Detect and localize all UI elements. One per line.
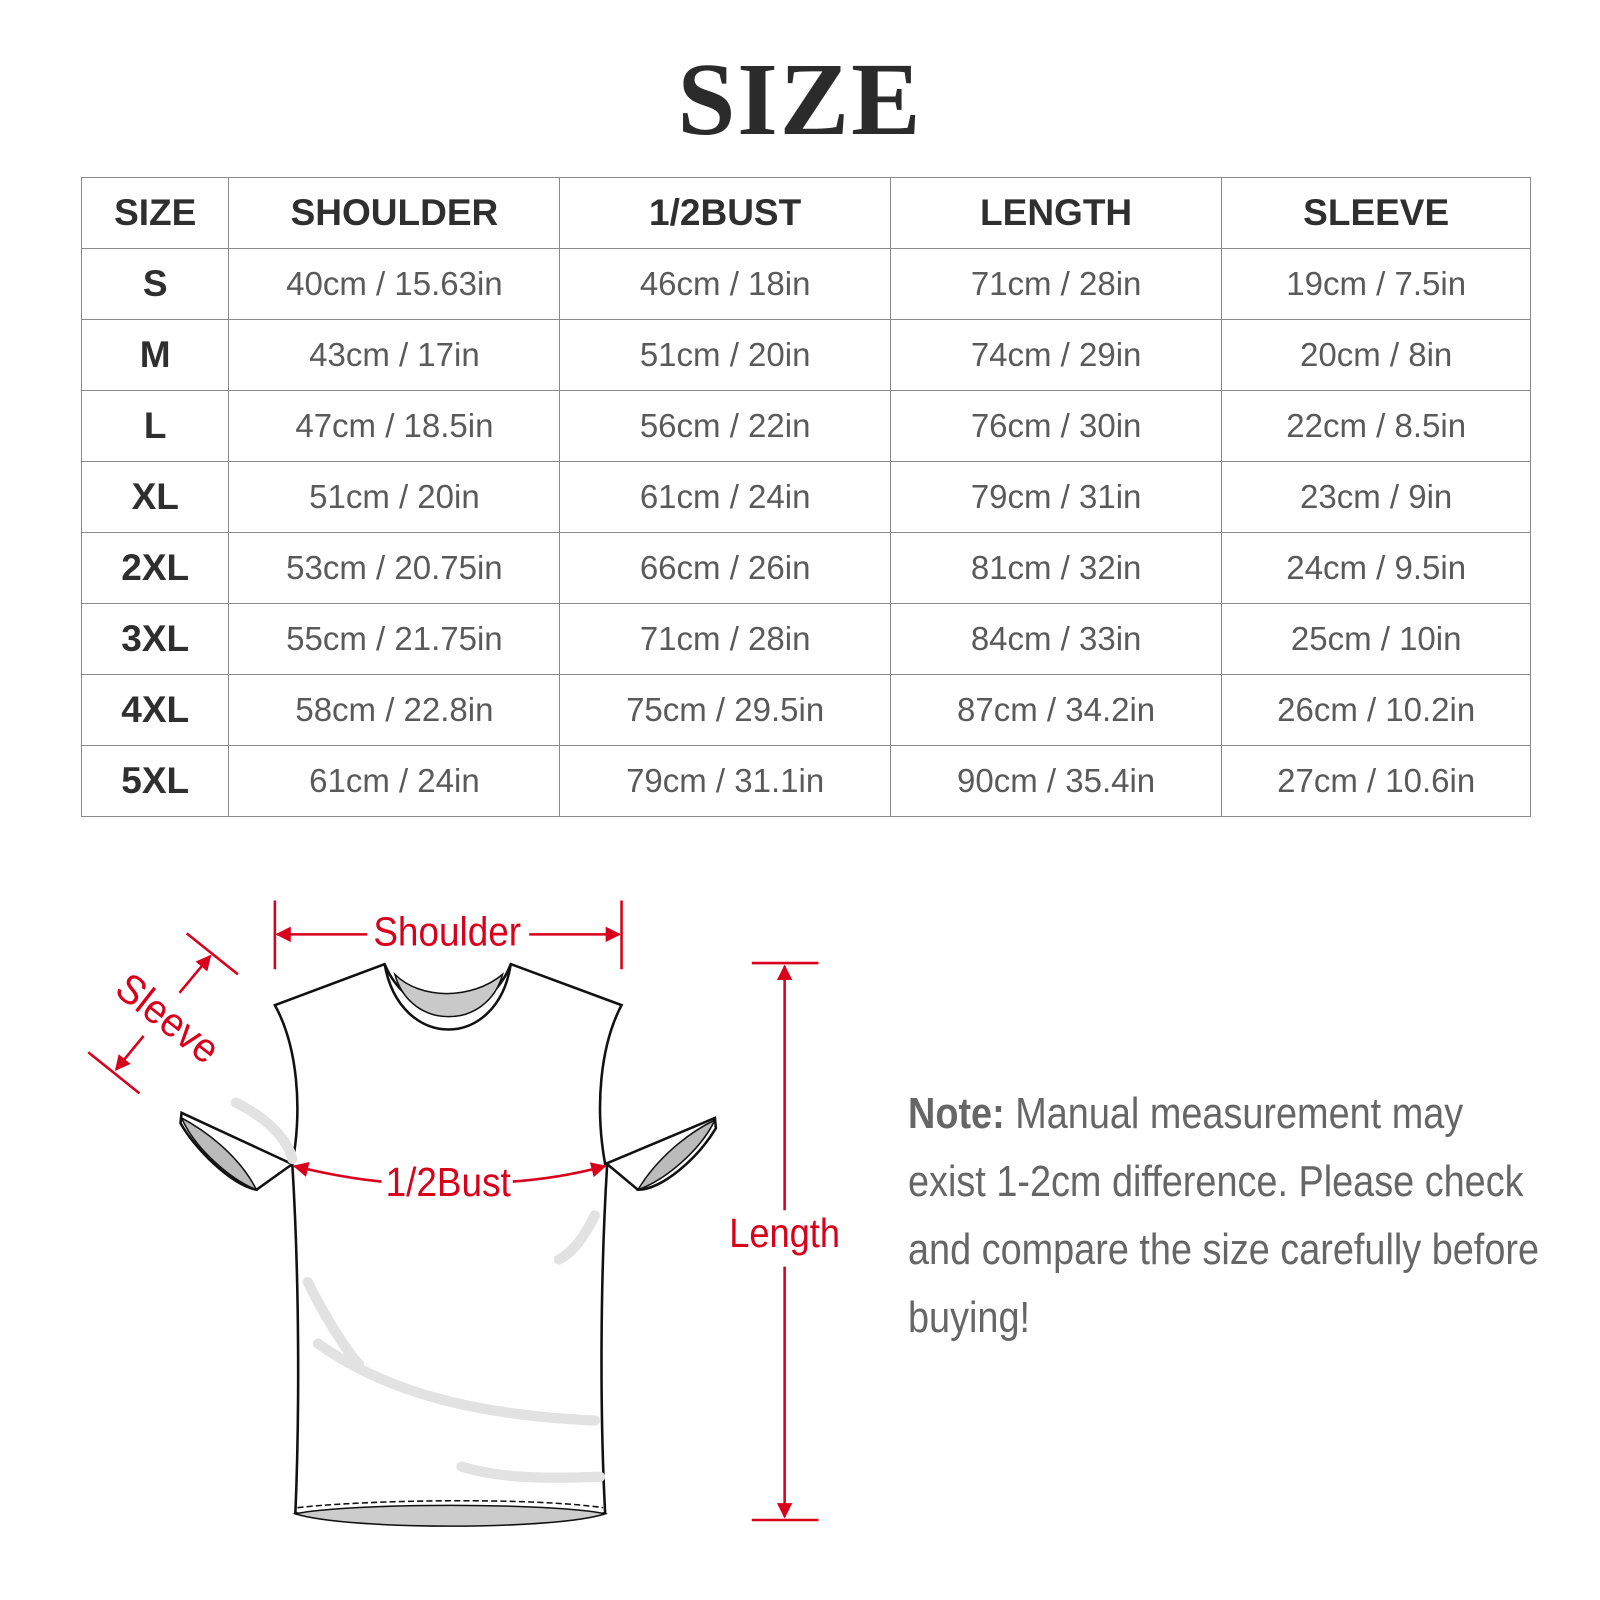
measurement-cell: 46cm / 18in [559, 248, 891, 320]
size-cell: L [80, 390, 230, 462]
measurement-cell: 40cm / 15.63in [228, 248, 561, 320]
measurement-cell: 79cm / 31.1in [559, 745, 891, 817]
size-cell: M [80, 319, 230, 391]
shoulder-label: Shoulder [373, 909, 521, 955]
table-row: 3XL 55cm / 21.75in 71cm / 28in 84cm / 33in 2… [80, 603, 1531, 675]
measurement-cell: 56cm / 22in [559, 390, 891, 462]
measurement-cell: 51cm / 20in [228, 461, 561, 533]
measurement-cell: 26cm / 10.2in [1221, 674, 1531, 746]
measurement-cell: 71cm / 28in [559, 603, 891, 675]
measurement-cell: 20cm / 8in [1221, 319, 1531, 391]
measurement-cell: 55cm / 21.75in [228, 603, 561, 675]
column-header: LENGTH [889, 177, 1223, 249]
table-row: S 40cm / 15.63in 46cm / 18in 71cm / 28in 19c… [80, 248, 1531, 320]
measurement-cell: 76cm / 30in [889, 390, 1223, 462]
table-row: XL 51cm / 20in 61cm / 24in 79cm / 31in 23cm … [80, 461, 1531, 533]
measurement-cell: 25cm / 10in [1221, 603, 1531, 675]
bust-label: 1/2Bust [386, 1159, 512, 1205]
measurement-cell: 23cm / 9in [1221, 461, 1531, 533]
table-row: L 47cm / 18.5in 56cm / 22in 76cm / 30in 22cm… [80, 390, 1531, 462]
measurement-cell: 61cm / 24in [559, 461, 891, 533]
column-header: SIZE [80, 177, 230, 249]
note-label: Note: [908, 1089, 1005, 1138]
measurement-cell: 79cm / 31in [889, 461, 1223, 533]
note-body: Manual measurement may exist 1-2cm diffe… [908, 1089, 1540, 1342]
column-header: SLEEVE [1221, 177, 1531, 249]
length-label: Length [729, 1210, 840, 1256]
fabric-shading [230, 1097, 606, 1483]
size-cell: 3XL [80, 603, 230, 675]
measurement-cell: 71cm / 28in [889, 248, 1223, 320]
size-cell: 4XL [80, 674, 230, 746]
size-cell: 5XL [80, 745, 230, 817]
measurement-cell: 74cm / 29in [889, 319, 1223, 391]
measurement-cell: 87cm / 34.2in [889, 674, 1223, 746]
size-cell: XL [80, 461, 230, 533]
table-row: 4XL 58cm / 22.8in 75cm / 29.5in 87cm / 34.2… [80, 674, 1531, 746]
measure-lines [87, 900, 819, 1522]
tshirt-illustration [179, 962, 718, 1527]
measurement-cell: 66cm / 26in [559, 532, 891, 604]
measurement-cell: 61cm / 24in [228, 745, 561, 817]
measurement-cell: 27cm / 10.6in [1221, 745, 1531, 817]
measurement-cell: 84cm / 33in [889, 603, 1223, 675]
column-header: 1/2BUST [559, 177, 891, 249]
measurement-cell: 75cm / 29.5in [559, 674, 891, 746]
table-row: 2XL 53cm / 20.75in 66cm / 26in 81cm / 32in 2… [80, 532, 1531, 604]
measurement-cell: 81cm / 32in [889, 532, 1223, 604]
size-table: SIZE SHOULDER 1/2BUST LENGTH SLEEVE S 40cm / … [80, 177, 1531, 817]
measurement-cell: 19cm / 7.5in [1221, 248, 1531, 320]
measurement-cell: 22cm / 8.5in [1221, 390, 1531, 462]
measurement-cell: 58cm / 22.8in [228, 674, 561, 746]
table-header-row: SIZE SHOULDER 1/2BUST LENGTH SLEEVE [80, 177, 1531, 249]
measurement-cell: 90cm / 35.4in [889, 745, 1223, 817]
measurement-cell: 43cm / 17in [228, 319, 561, 391]
size-cell: S [80, 248, 230, 320]
measurement-cell: 53cm / 20.75in [228, 532, 561, 604]
measurement-cell: 24cm / 9.5in [1221, 532, 1531, 604]
note-text: Note: Manual measurement may exist 1-2cm… [908, 1080, 1544, 1352]
table-row: 5XL 61cm / 24in 79cm / 31.1in 90cm / 35.4in… [80, 745, 1531, 817]
page-title: SIZE [677, 42, 923, 157]
table-row: M 43cm / 17in 51cm / 20in 74cm / 29in 20cm /… [80, 319, 1531, 391]
